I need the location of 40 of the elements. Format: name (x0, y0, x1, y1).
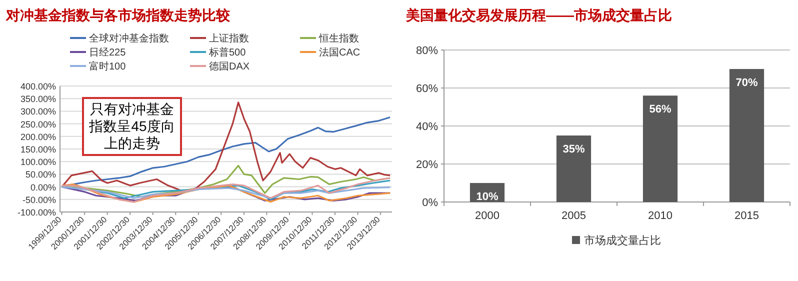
chart-title: 对冲基金指数与各市场指数走势比较 (5, 7, 231, 23)
y-tick-label: 200.00% (20, 132, 56, 142)
legend-label: 法国CAC (319, 46, 360, 58)
data-label: 70% (736, 77, 758, 89)
y-tick-label: 400.00% (20, 82, 56, 92)
data-label: 35% (562, 144, 585, 156)
bar (642, 96, 678, 202)
y-tick-label: -50.00% (22, 194, 56, 205)
legend-label: 市场成交量占比 (584, 234, 661, 247)
line-series (61, 102, 391, 192)
y-tick-label: 80% (416, 45, 438, 57)
data-label: 56% (649, 104, 672, 116)
y-tick-label: 150.00% (20, 144, 56, 154)
legend-label: 富时100 (89, 60, 126, 72)
x-tick-label: 2000 (475, 210, 500, 222)
y-tick-label: 250.00% (20, 119, 56, 130)
annotation: 只有对冲基金指数呈45度向上的走势 (82, 97, 182, 156)
legend-label: 恒生指数 (318, 32, 359, 44)
bar (556, 136, 592, 202)
x-tick-label: 2005 (562, 210, 586, 222)
legend-label: 全球对冲基金指数 (89, 32, 169, 44)
y-tick-label: 100.00% (20, 157, 56, 168)
y-tick-label: 300.00% (20, 106, 56, 117)
y-tick-label: 0% (422, 197, 438, 209)
legend-label: 上证指数 (209, 32, 249, 44)
chart-title: 美国量化交易发展历程——市场成交量占比 (405, 7, 672, 23)
y-tick-label: -100.00% (17, 208, 56, 218)
legend-label: 德国DAX (209, 62, 250, 72)
y-tick-label: 20% (416, 159, 438, 171)
x-tick-label: 2015 (734, 210, 759, 222)
legend-label: 日经225 (89, 46, 126, 58)
y-tick-label: 60% (416, 83, 438, 95)
data-label: 10% (476, 191, 498, 203)
y-tick-label: 0.00% (30, 182, 56, 192)
x-tick-label: 2010 (648, 210, 672, 222)
bar (729, 69, 764, 202)
y-tick-label: 350.00% (20, 94, 56, 104)
y-tick-label: 40% (416, 121, 438, 133)
legend-label: 标普500 (208, 46, 246, 58)
y-tick-label: 50.00% (25, 170, 56, 180)
